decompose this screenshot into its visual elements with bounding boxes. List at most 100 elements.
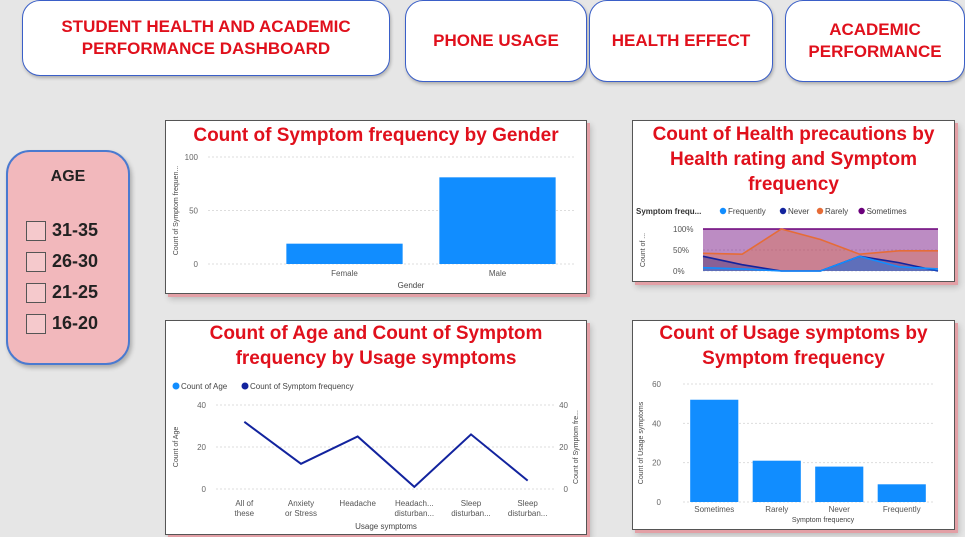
series-area (703, 229, 938, 271)
dashboard-title-button[interactable]: STUDENT HEALTH AND ACADEMIC PERFORMANCE … (22, 0, 390, 76)
x-tick-label-line2: disturban... (508, 509, 548, 518)
x-tick-label: Female (331, 269, 358, 278)
legend-marker (172, 382, 180, 390)
legend-marker (816, 207, 824, 215)
legend-marker (241, 382, 249, 390)
legend-label: Sometimes (867, 207, 907, 216)
bar (286, 243, 403, 264)
x-tick-label: Sometimes (694, 505, 734, 514)
y-tick-label: 50% (673, 246, 689, 255)
checkbox[interactable] (26, 313, 46, 334)
series-line (243, 420, 529, 489)
dashboard-title: STUDENT HEALTH AND ACADEMIC PERFORMANCE … (61, 17, 351, 58)
y2-tick-label: 20 (559, 443, 568, 452)
chart-title: Count of Symptom frequency by Gender (193, 125, 559, 146)
academic-performance-label: ACADEMIC PERFORMANCE (808, 20, 942, 61)
usage-symptoms-line-chart-card: Count of Age and Count of Symptom freque… (165, 320, 587, 535)
x-tick-label-line2: these (235, 509, 255, 518)
health-precautions-chart-card: Count of Health precautions by Health ra… (632, 120, 955, 282)
legend-label: Count of Symptom frequency (250, 382, 354, 391)
age-option-31-35[interactable]: 31-35 (26, 220, 98, 241)
gender-chart-card: Count of Symptom frequency by Gender 0 50… (165, 120, 587, 294)
x-tick-label: Frequently (883, 505, 921, 514)
bar (439, 177, 556, 264)
y-tick-label: 100 (185, 153, 199, 162)
y-tick-label: 40 (197, 401, 206, 410)
chart-title: Count of Usage symptoms by Symptom frequ… (659, 323, 928, 369)
checkbox[interactable] (26, 251, 46, 272)
usage-symptoms-line-chart: Count of Age Count of Symptom frequency 0 0… (172, 382, 580, 531)
age-option-label: 31-35 (52, 220, 99, 240)
legend-marker (858, 207, 865, 215)
y-tick-label: 60 (652, 380, 661, 389)
age-option-label: 26-30 (52, 251, 99, 271)
x-tick-label: Headach... (395, 499, 434, 508)
bar (877, 484, 926, 502)
health-precautions-area-chart: Symptom frequ... Frequently Never Rarely Som… (636, 207, 939, 276)
x-tick-label: Sleep (461, 499, 482, 508)
gender-bar-chart: 0 50 100 Female Male Gender Count of Symptom f… (173, 153, 574, 290)
x-tick-label: Headache (339, 499, 376, 508)
age-option-21-25[interactable]: 21-25 (26, 282, 98, 303)
x-axis-label: Usage symptoms (355, 522, 417, 531)
age-option-label: 16-20 (52, 313, 99, 333)
y-axis-label: Count of Symptom frequen... (173, 166, 180, 256)
legend-marker (719, 207, 727, 215)
bar (815, 466, 864, 502)
y-tick-label: 40 (652, 419, 661, 428)
y-axis-label: Count of Usage symptoms (638, 401, 645, 484)
y-tick-label: 0 (657, 498, 662, 507)
bar (690, 399, 739, 502)
y2-tick-label: 0 (564, 485, 569, 494)
legend-label: Rarely (825, 207, 848, 216)
series-line (702, 255, 939, 272)
y-tick-label: 100% (673, 225, 693, 234)
legend-label: Never (788, 207, 810, 216)
y-tick-label: 20 (197, 443, 206, 452)
checkbox[interactable] (26, 220, 46, 241)
x-tick-label: Male (489, 269, 507, 278)
phone-usage-button[interactable]: PHONE USAGE (405, 0, 587, 82)
series-area (703, 256, 938, 271)
y-tick-label: 20 (652, 459, 661, 468)
y-tick-label: 0% (673, 267, 685, 276)
health-effect-button[interactable]: HEALTH EFFECT (589, 0, 773, 82)
age-option-26-30[interactable]: 26-30 (26, 251, 98, 272)
legend-label: Count of Age (181, 382, 228, 391)
symptom-frequency-bar-chart: 0 20 40 60 Sometimes Rarely Never Frequently Sym… (638, 380, 933, 524)
age-slicer: AGE 31-35 26-30 21-25 16-20 (6, 150, 130, 365)
y-axis-label: Count of Age (173, 427, 180, 468)
legend-marker (779, 207, 787, 215)
y-tick-label: 0 (194, 260, 199, 269)
x-tick-label-line2: or Stress (285, 509, 317, 518)
phone-usage-label: PHONE USAGE (433, 31, 559, 50)
age-option-label: 21-25 (52, 282, 99, 302)
legend-title: Symptom frequ... (636, 207, 701, 216)
x-tick-label: Rarely (765, 505, 788, 514)
x-tick-label: Sleep (517, 499, 538, 508)
x-tick-label-line2: disturban... (451, 509, 491, 518)
academic-performance-button[interactable]: ACADEMIC PERFORMANCE (785, 0, 965, 82)
symptom-frequency-bar-chart-card: Count of Usage symptoms by Symptom frequ… (632, 320, 955, 530)
y-tick-label: 0 (202, 485, 207, 494)
chart-title: Count of Health precautions by Health ra… (652, 124, 935, 195)
y2-axis-label: Count of Symptom fre... (573, 410, 580, 484)
y2-tick-label: 40 (559, 401, 568, 410)
x-axis-label: Gender (398, 281, 425, 290)
checkbox[interactable] (26, 282, 46, 303)
health-effect-label: HEALTH EFFECT (611, 31, 751, 50)
x-tick-label: Never (829, 505, 851, 514)
x-axis-label: Symptom frequency (792, 517, 855, 524)
age-slicer-title: AGE (50, 168, 86, 185)
legend-label: Frequently (728, 207, 766, 216)
series-area (703, 229, 938, 271)
chart-title: Count of Age and Count of Symptom freque… (209, 323, 543, 369)
age-option-16-20[interactable]: 16-20 (26, 313, 98, 334)
x-tick-label: Anxiety (288, 499, 314, 508)
y-axis-label: Count of ... (640, 233, 647, 267)
x-tick-label: All of (235, 499, 254, 508)
y-tick-label: 50 (189, 207, 198, 216)
x-tick-label-line2: disturban... (395, 509, 435, 518)
series-line (702, 228, 938, 256)
bar (752, 460, 801, 502)
